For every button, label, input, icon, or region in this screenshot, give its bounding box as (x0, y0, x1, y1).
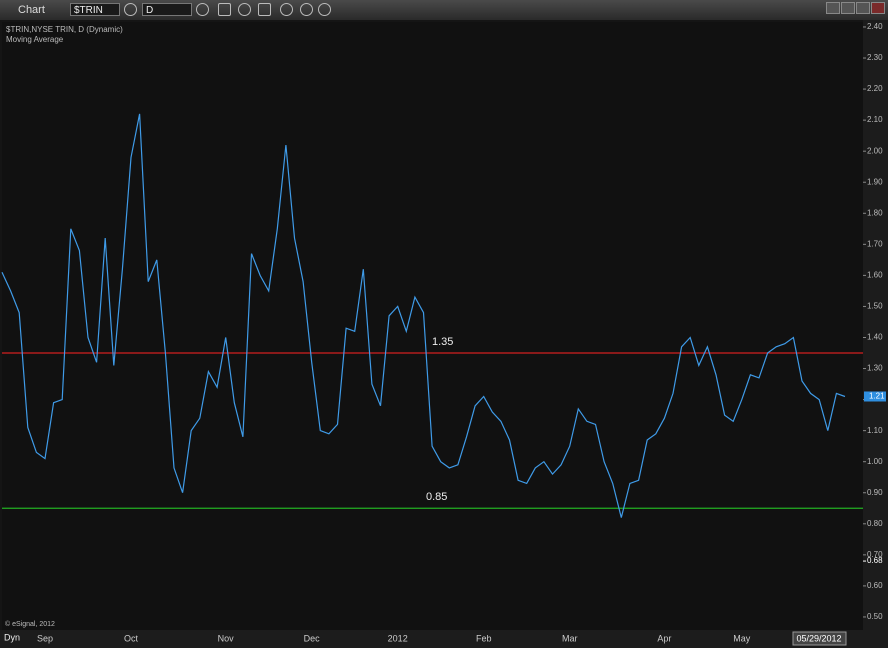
mode-label[interactable]: Dyn (4, 632, 20, 642)
series-line (1, 113, 846, 518)
last-date-box (792, 631, 847, 646)
y-tick-label: 1.80 (867, 208, 883, 217)
y-tick-label: 2.30 (867, 53, 883, 62)
tool[interactable] (258, 3, 271, 16)
x-tick-label: Oct (124, 633, 139, 643)
reference-label: 1.35 (432, 336, 453, 348)
y-tick-label: 0.80 (867, 519, 883, 528)
y-tick-label: 1.70 (867, 239, 883, 248)
copyright: © eSignal, 2012 (5, 620, 55, 628)
legend-line: $TRIN,NYSE TRIN, D (Dynamic) (6, 25, 123, 34)
last-value-box (864, 391, 886, 402)
y-tick-label: 1.60 (867, 270, 883, 279)
plot-area (2, 22, 863, 630)
maximize-button[interactable] (856, 2, 870, 14)
x-tick-label: Dec (304, 633, 321, 643)
legend-line: Moving Average (6, 35, 64, 44)
x-tick-label: Feb (476, 633, 492, 643)
tool[interactable] (238, 3, 251, 16)
y-tick-label: 2.40 (867, 22, 883, 31)
x-tick-label: Nov (218, 633, 235, 643)
x-tick-label: Sep (37, 633, 53, 643)
y-tick-label: 1.00 (867, 457, 883, 466)
last-value-label: 1.21 (869, 392, 885, 401)
y-tick-label: 1.40 (867, 333, 883, 342)
y-tick-label: 2.10 (867, 115, 883, 124)
x-tick-label: Mar (562, 633, 578, 643)
y-tick-label: 0.50 (867, 612, 883, 621)
y-tick-label: 2.20 (867, 84, 883, 93)
window-title: Chart (18, 4, 45, 16)
interval-box[interactable]: D (142, 3, 192, 16)
symbol-link[interactable] (124, 3, 137, 16)
symbol-box[interactable]: $TRIN (70, 3, 120, 16)
y-tick-label: 0.60 (867, 581, 883, 590)
tool[interactable] (280, 3, 293, 16)
y-tick-label: 1.30 (867, 364, 883, 373)
x-axis-panel (0, 630, 888, 648)
close-button[interactable] (871, 2, 885, 14)
y-marker-label: 0.68 (867, 556, 883, 565)
last-date-label: 05/29/2012 (796, 633, 841, 643)
y-tick-label: 1.10 (867, 426, 883, 435)
x-tick-label: 2012 (388, 633, 408, 643)
y-tick-label: 0.90 (867, 488, 883, 497)
reference-label: 0.85 (426, 491, 447, 503)
y-axis-panel (863, 20, 888, 648)
y-tick-label: 2.00 (867, 146, 883, 155)
x-tick-label: Apr (657, 633, 671, 643)
draw-tool[interactable] (218, 3, 231, 16)
y-tick-label: 1.50 (867, 302, 883, 311)
minimize-button[interactable] (841, 2, 855, 14)
tool[interactable] (318, 3, 331, 16)
tool[interactable] (300, 3, 313, 16)
toolbar: Chart $TRIN D (0, 0, 888, 20)
y-tick-label: 0.70 (867, 550, 883, 559)
interval-link[interactable] (196, 3, 209, 16)
y-tick-label: 1.90 (867, 177, 883, 186)
x-tick-label: May (733, 633, 751, 643)
menu-button[interactable] (826, 2, 840, 14)
